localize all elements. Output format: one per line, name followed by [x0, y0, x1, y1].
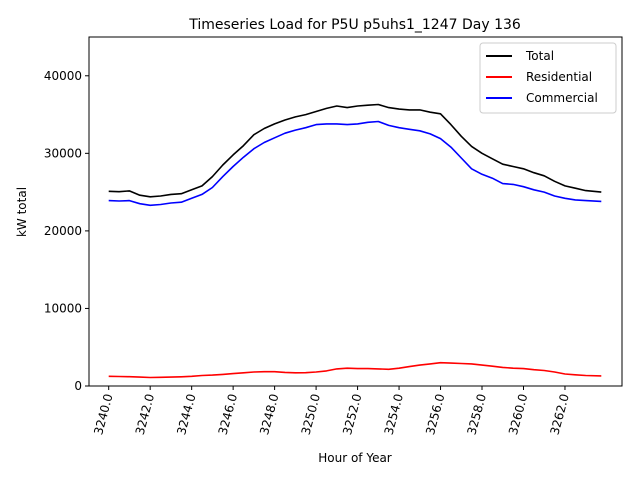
x-tick-label: 3244.0 [174, 392, 198, 436]
legend-label-commercial: Commercial [526, 91, 598, 105]
x-tick-label: 3248.0 [257, 392, 281, 436]
y-tick-label: 0 [74, 379, 82, 393]
x-tick-label: 3256.0 [423, 392, 447, 436]
series-line-total [108, 103, 602, 198]
y-tick-label: 40000 [44, 69, 82, 83]
plot-area: 3240.0 3242.0 3244.0 3246.0 3248.0 3250.0 3252… [44, 36, 623, 436]
y-tick-label: 20000 [44, 224, 82, 238]
y-tick-label: 30000 [44, 146, 82, 160]
legend-label-total: Total [525, 49, 554, 63]
y-axis-label: kW total [15, 187, 29, 237]
x-tick-label: 3254.0 [382, 392, 406, 436]
y-tick-label: 10000 [44, 301, 82, 315]
legend-box [479, 42, 617, 114]
x-tick-label: 3252.0 [340, 392, 364, 436]
chart-title: Timeseries Load for P5U p5uhs1_1247 Day … [188, 17, 521, 33]
x-tick-label: 3260.0 [506, 392, 530, 436]
axes-frame [88, 36, 623, 387]
x-tick-label: 3246.0 [216, 392, 240, 436]
legend-label-residential: Residential [526, 70, 592, 84]
x-tick-label: 3240.0 [91, 392, 115, 436]
x-tick-label: 3242.0 [133, 392, 157, 436]
x-tick-label: 3258.0 [465, 392, 489, 436]
series-line-residential [108, 361, 602, 379]
series-line-commercial [108, 120, 602, 207]
x-tick-label: 3262.0 [548, 392, 572, 436]
x-axis-label: Hour of Year [318, 451, 392, 465]
x-tick-label: 3250.0 [299, 392, 323, 436]
